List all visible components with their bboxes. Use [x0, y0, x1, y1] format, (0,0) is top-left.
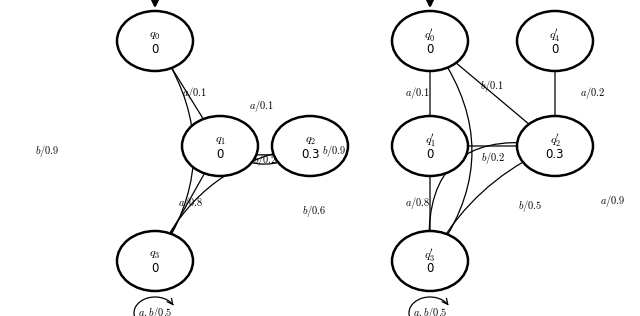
Text: 0: 0 [551, 42, 559, 56]
Text: $a/0.8$: $a/0.8$ [178, 195, 204, 211]
Ellipse shape [517, 11, 593, 71]
Text: $a/0.1$: $a/0.1$ [250, 98, 275, 114]
Ellipse shape [517, 116, 593, 176]
Text: $q_3'$: $q_3'$ [424, 246, 435, 264]
Text: $q_0'$: $q_0'$ [424, 27, 436, 44]
Text: 0: 0 [151, 42, 159, 56]
Ellipse shape [272, 116, 348, 176]
Text: $q_1'$: $q_1'$ [424, 131, 435, 149]
Text: $b/0.1$: $b/0.1$ [480, 78, 504, 94]
Ellipse shape [117, 11, 193, 71]
Text: $b/0.2$: $b/0.2$ [481, 150, 505, 166]
Text: $a/0.9$: $a/0.9$ [600, 193, 625, 209]
Text: 0: 0 [151, 263, 159, 276]
Text: 0.3: 0.3 [546, 148, 564, 161]
Text: 0: 0 [426, 263, 434, 276]
Text: $q_0$: $q_0$ [150, 28, 161, 41]
Text: $a, b/0.5$: $a, b/0.5$ [138, 305, 172, 316]
Text: $q_2'$: $q_2'$ [550, 131, 561, 149]
Text: 0: 0 [426, 148, 434, 161]
Text: 0: 0 [426, 42, 434, 56]
Text: $q_3$: $q_3$ [150, 248, 161, 262]
Ellipse shape [182, 116, 258, 176]
Text: $q_4'$: $q_4'$ [550, 27, 561, 44]
Text: $b/0.5$: $b/0.5$ [518, 198, 542, 214]
Text: $a, b/0.5$: $a, b/0.5$ [413, 305, 447, 316]
Text: $a/0.1$: $a/0.1$ [405, 85, 430, 101]
Text: $b/0.9$: $b/0.9$ [322, 143, 346, 159]
Text: $b/0.2$: $b/0.2$ [253, 152, 277, 168]
Text: $a/0.8$: $a/0.8$ [405, 195, 431, 211]
Text: 0: 0 [216, 148, 224, 161]
Text: $q_1$: $q_1$ [214, 133, 225, 147]
Ellipse shape [392, 231, 468, 291]
Text: $q_2$: $q_2$ [305, 133, 316, 147]
Text: 0.3: 0.3 [301, 148, 319, 161]
Ellipse shape [392, 11, 468, 71]
Ellipse shape [392, 116, 468, 176]
Ellipse shape [117, 231, 193, 291]
Text: $b/0.6$: $b/0.6$ [302, 203, 326, 219]
Text: $a/0.1$: $a/0.1$ [182, 85, 207, 101]
Text: $b/0.9$: $b/0.9$ [35, 143, 60, 159]
Text: $a/0.2$: $a/0.2$ [580, 85, 605, 101]
